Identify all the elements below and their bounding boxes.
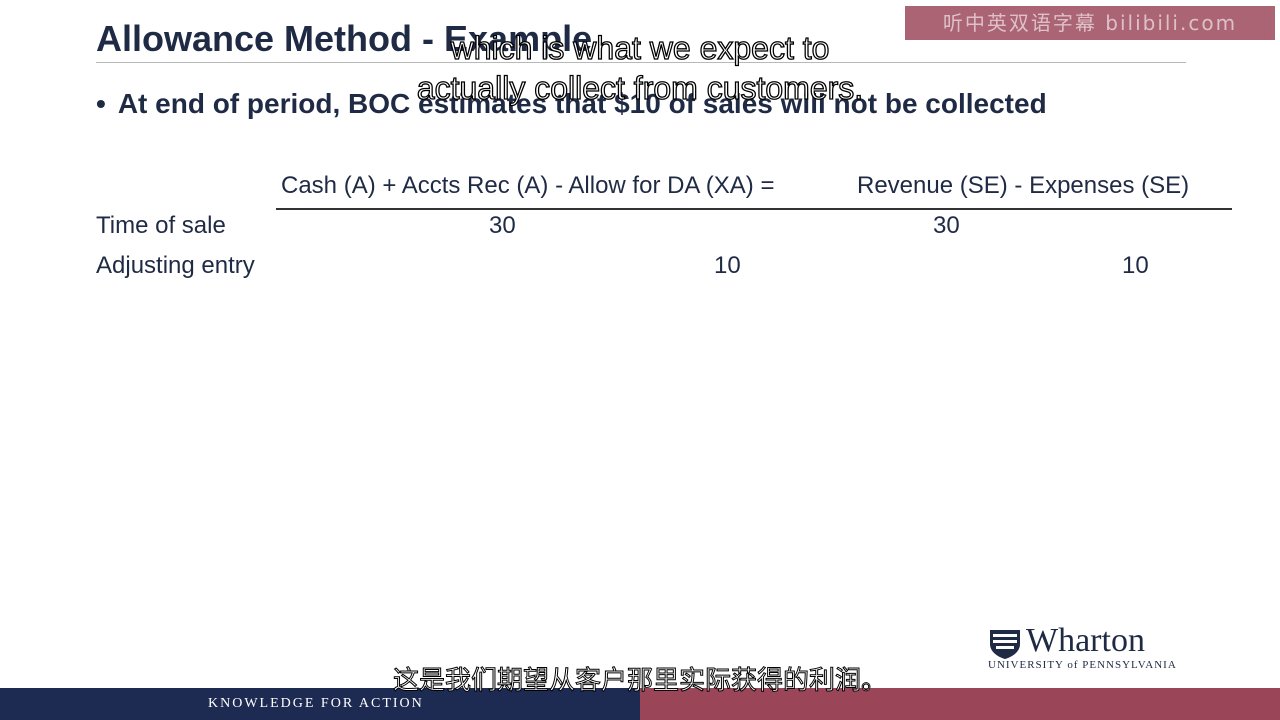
bullet-dot-icon: • [96,88,106,119]
footer-tagline: KNOWLEDGE FOR ACTION [208,696,424,711]
cell-expenses: 10 [1122,252,1149,279]
cell-allow-da: 10 [714,252,741,279]
subtitle-english-line2: actually collect from customers. [416,69,864,106]
logo-university: UNIVERSITY of PENNSYLVANIA [988,659,1177,671]
bullet-point: • At end of period, BOC estimates that $1… [96,88,1047,120]
row-label-time-of-sale: Time of sale [96,212,226,239]
subtitle-english: which is what we expect to actually coll… [360,28,920,108]
row-label-adjusting-entry: Adjusting entry [96,252,255,279]
slide-title: Allowance Method - Example [96,18,593,59]
cell-revenue: 30 [933,212,960,239]
wharton-logo: Wharton UNIVERSITY of PENNSYLVANIA [988,622,1188,672]
equation-right-header: Revenue (SE) - Expenses (SE) [857,172,1190,199]
header-divider [276,208,1232,210]
footer-bar-maroon [640,688,1280,720]
equation-left-header: Cash (A) + Accts Rec (A) - Allow for DA … [281,172,775,199]
subtitle-english-line1: which is what we expect to [450,29,830,66]
title-divider [96,62,1186,63]
shield-icon [990,630,1020,659]
bullet-text: At end of period, BOC estimates that $10… [117,88,1047,119]
logo-name: Wharton [1026,622,1145,659]
subtitle-chinese: 这是我们期望从客户那里实际获得的利润。 [392,666,887,697]
cell-accts-rec: 30 [489,212,516,239]
footer-bar-navy: KNOWLEDGE FOR ACTION [0,688,640,720]
watermark: 听中英双语字幕 bilibili.com [905,6,1275,40]
